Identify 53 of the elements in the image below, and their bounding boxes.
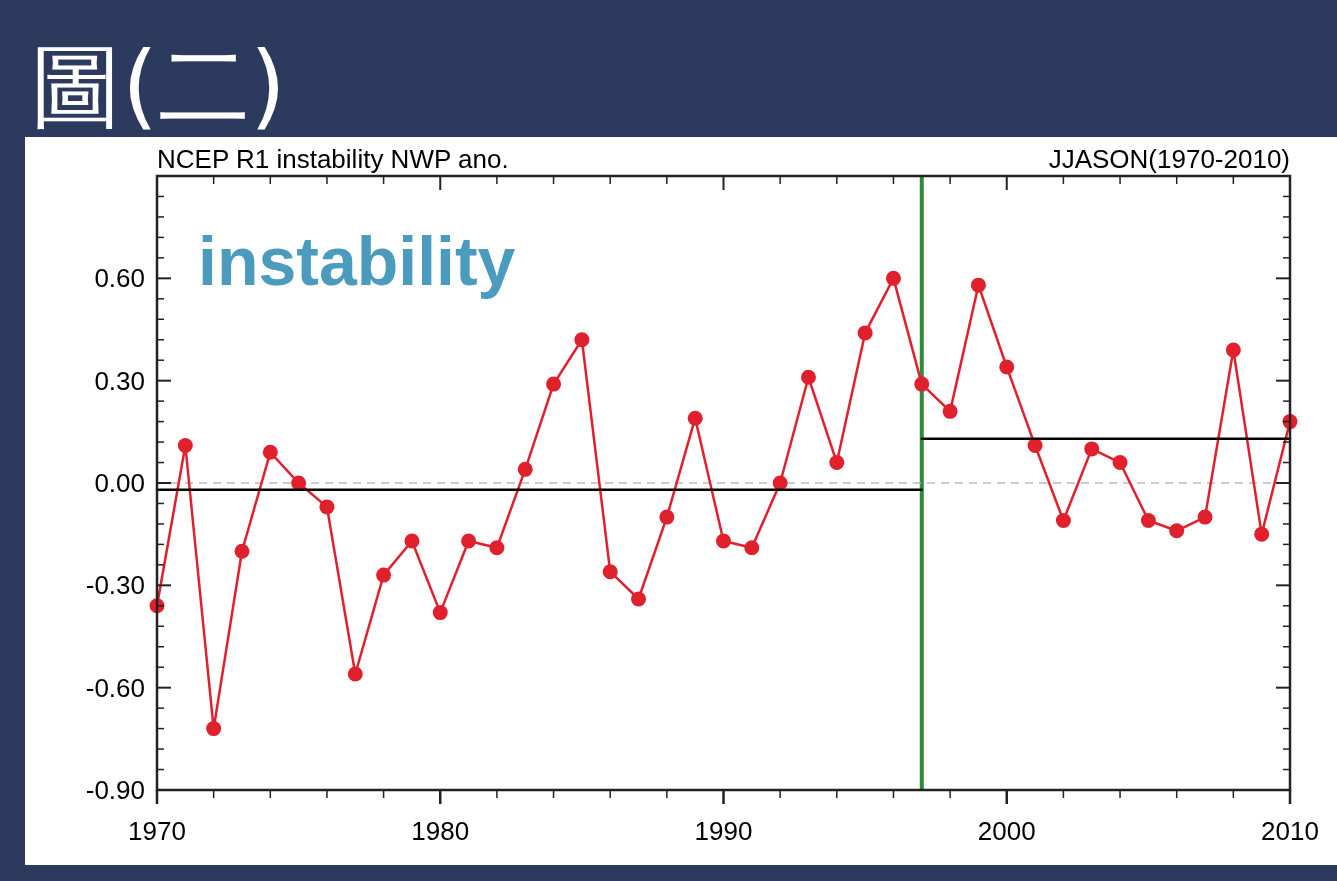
point — [885, 270, 901, 286]
point — [942, 403, 958, 419]
point — [716, 533, 731, 549]
point — [262, 444, 278, 460]
y-tick-label: 0.60 — [94, 263, 145, 294]
point — [546, 376, 562, 392]
point — [744, 540, 760, 556]
y-tick-label: 0.00 — [94, 468, 145, 498]
point — [659, 509, 675, 525]
point — [461, 533, 477, 549]
x-tick-label: 2000 — [977, 816, 1036, 846]
x-tick-label: 1990 — [694, 816, 753, 846]
subtitle: NCEP R1 instability NWP ano. — [157, 144, 509, 174]
point — [574, 332, 590, 348]
y-tick-label: -0.30 — [85, 570, 145, 601]
point — [489, 540, 505, 556]
point — [631, 591, 647, 607]
point — [206, 721, 222, 737]
x-tick-label: 2010 — [1261, 816, 1319, 846]
point — [602, 564, 618, 580]
x-tick-label: 1980 — [411, 816, 470, 846]
point — [432, 605, 448, 621]
point — [970, 277, 986, 293]
point — [1084, 441, 1100, 457]
point — [319, 499, 335, 515]
point — [291, 475, 307, 491]
point — [1140, 513, 1156, 529]
point — [1254, 526, 1270, 542]
point — [687, 410, 703, 426]
point — [1112, 455, 1128, 471]
point — [857, 325, 873, 341]
y-tick-label: 0.30 — [94, 365, 145, 396]
annotation: instability — [198, 223, 516, 299]
point — [829, 455, 845, 471]
point — [347, 666, 363, 682]
point — [1225, 342, 1241, 358]
y-tick-label: -0.90 — [85, 775, 145, 805]
point — [999, 359, 1015, 375]
point — [772, 475, 788, 491]
x-tick-label: 1970 — [128, 816, 186, 846]
point — [914, 376, 930, 392]
text: JJASON(1970-2010) — [1048, 144, 1290, 174]
point — [177, 437, 193, 453]
point — [1197, 509, 1213, 525]
point — [404, 533, 420, 549]
point — [1055, 513, 1071, 529]
y-tick-label: -0.60 — [85, 672, 145, 703]
point — [376, 567, 392, 583]
point — [800, 369, 816, 385]
point — [234, 543, 250, 559]
point — [1169, 523, 1185, 539]
title: 圖(二) — [30, 33, 286, 140]
point — [517, 461, 533, 477]
